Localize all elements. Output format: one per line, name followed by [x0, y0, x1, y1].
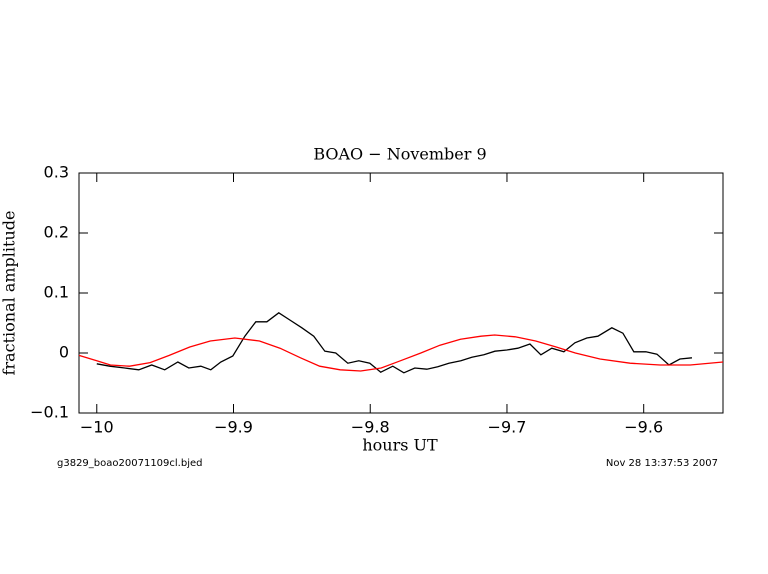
- x-tick-label: −10: [80, 418, 114, 437]
- y-tick-label: 0.1: [44, 283, 69, 302]
- footer-right: Nov 28 13:37:53 2007: [606, 458, 718, 469]
- x-tick-label: −9.8: [351, 418, 390, 437]
- x-tick-label: −9.7: [488, 418, 527, 437]
- y-tick-label: 0: [59, 343, 69, 362]
- y-tick-label: 0.3: [44, 163, 69, 182]
- y-axis-label: fractional amplitude: [0, 211, 19, 376]
- x-axis-label: hours UT: [362, 436, 438, 455]
- y-tick-label: 0.2: [44, 223, 69, 242]
- y-tick-label: −0.1: [30, 403, 69, 422]
- data-line: [78, 334, 724, 372]
- x-tick-label: −9.6: [624, 418, 663, 437]
- x-tick-label: −9.9: [214, 418, 253, 437]
- footer-left: g3829_boao20071109cl.bjed: [57, 458, 203, 469]
- data-line: [96, 312, 693, 374]
- chart-title: BOAO − November 9: [313, 145, 486, 164]
